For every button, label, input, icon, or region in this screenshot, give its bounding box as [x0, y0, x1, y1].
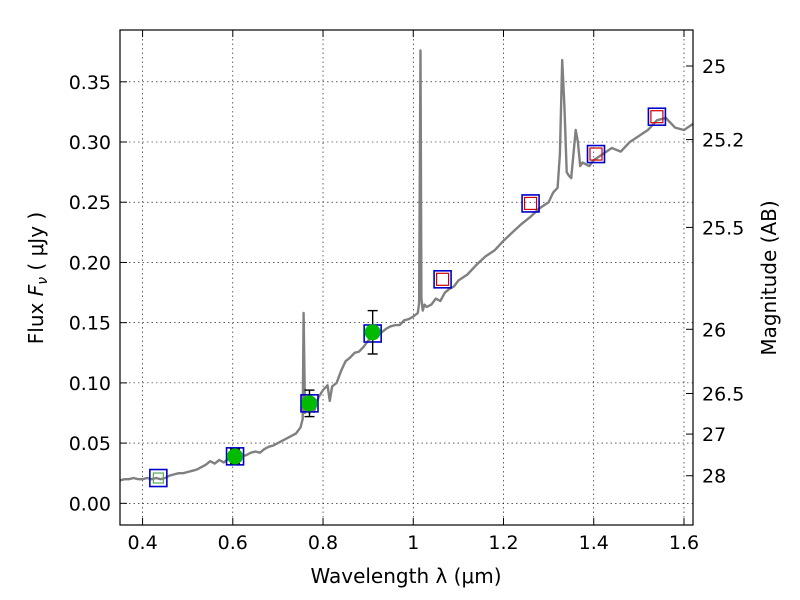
x-tick-label: 0.6 — [218, 532, 248, 554]
y-tick-label: 0.00 — [69, 493, 111, 515]
right-tick-label: 26 — [702, 319, 726, 341]
y-axis-title: Flux Fν ( μJy ) — [24, 212, 51, 344]
y-tick-label: 0.15 — [69, 313, 111, 335]
x-tick-label: 1.2 — [488, 532, 518, 554]
right-tick-label: 25 — [702, 56, 726, 78]
plot-frame — [119, 29, 694, 526]
y-tick-label: 0.10 — [69, 373, 111, 395]
x-axis-title: Wavelength λ (μm) — [310, 564, 501, 588]
upper-limit-point — [523, 196, 538, 211]
right-axis: 25 25.2 25.5 26 26.5 27 28 — [686, 56, 744, 488]
x-tick-label: 1.6 — [669, 532, 699, 554]
x-tick-label: 1 — [407, 532, 419, 554]
y-tick-label: 0.05 — [69, 433, 111, 455]
model-point — [433, 270, 452, 289]
upper-limit-point — [650, 110, 664, 124]
right-tick-label: 25.5 — [702, 217, 744, 239]
right-tick-label: 27 — [702, 424, 726, 446]
y-axis: 0.00 0.05 0.10 0.15 0.20 0.25 0.30 0.35 — [69, 72, 127, 515]
x-tick-label: 0.8 — [308, 532, 338, 554]
upper-limit-point — [435, 272, 450, 286]
model-spectrum — [119, 49, 694, 482]
model-point — [149, 468, 168, 488]
spectrum-line — [119, 49, 694, 482]
y-tick-label: 0.25 — [69, 192, 111, 214]
grid — [120, 30, 693, 525]
model-point — [225, 447, 245, 466]
detections — [227, 309, 381, 465]
right-tick-label: 26.5 — [702, 383, 744, 405]
detection-point — [227, 448, 244, 465]
y-tick-label: 0.35 — [69, 72, 111, 94]
model-point — [586, 144, 606, 164]
x-tick-label: 1.4 — [579, 532, 609, 554]
upper-limits — [435, 110, 664, 286]
upper-limit-point — [589, 147, 603, 161]
model-point — [647, 107, 667, 127]
right-axis-title: Magnitude (AB) — [757, 200, 781, 355]
right-tick-label: 25.2 — [702, 130, 744, 152]
detection-point — [301, 395, 318, 412]
detection-point — [364, 324, 381, 341]
y-tick-label: 0.20 — [69, 252, 111, 274]
non-detection-point — [152, 472, 164, 484]
model-point — [521, 194, 540, 213]
x-axis: 0.4 0.6 0.8 1 1.2 1.4 1.6 — [127, 30, 699, 554]
right-tick-label: 28 — [702, 466, 726, 488]
non-detection — [152, 472, 164, 484]
y-tick-label: 0.30 — [69, 132, 111, 154]
x-tick-label: 0.4 — [127, 532, 157, 554]
